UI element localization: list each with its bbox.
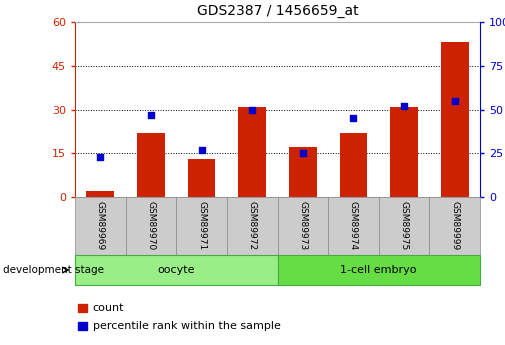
Text: GSM89999: GSM89999: [450, 201, 459, 250]
Text: GSM89972: GSM89972: [247, 201, 257, 250]
Text: GSM89974: GSM89974: [349, 201, 358, 250]
Bar: [126, 197, 176, 255]
Text: GSM89973: GSM89973: [298, 201, 308, 250]
Text: 1-cell embryo: 1-cell embryo: [340, 265, 417, 275]
Bar: [339, 133, 367, 197]
Bar: [86, 191, 114, 197]
Bar: [390, 107, 418, 197]
Text: oocyte: oocyte: [158, 265, 195, 275]
Bar: [137, 133, 165, 197]
Bar: [176, 197, 227, 255]
Bar: [278, 255, 480, 285]
Point: [248, 107, 256, 112]
Bar: [379, 197, 429, 255]
Bar: [328, 197, 379, 255]
Bar: [75, 197, 126, 255]
Bar: [238, 107, 266, 197]
Point: [147, 112, 155, 118]
Bar: [278, 197, 328, 255]
Point: [349, 116, 358, 121]
Point: [450, 98, 459, 104]
Point: [96, 154, 105, 159]
Point: [197, 147, 206, 152]
Text: count: count: [93, 303, 124, 313]
Text: GSM89975: GSM89975: [399, 201, 409, 250]
Text: GSM89970: GSM89970: [146, 201, 156, 250]
Bar: [429, 197, 480, 255]
Bar: [227, 197, 278, 255]
Point: [299, 150, 307, 156]
Point: [400, 103, 408, 109]
Text: percentile rank within the sample: percentile rank within the sample: [93, 321, 281, 331]
Bar: [289, 147, 317, 197]
Text: GSM89971: GSM89971: [197, 201, 206, 250]
Text: development stage: development stage: [3, 265, 104, 275]
Title: GDS2387 / 1456659_at: GDS2387 / 1456659_at: [196, 4, 359, 18]
Bar: [188, 159, 216, 197]
Bar: [75, 255, 278, 285]
Text: GSM89969: GSM89969: [96, 201, 105, 250]
Bar: [441, 42, 469, 197]
